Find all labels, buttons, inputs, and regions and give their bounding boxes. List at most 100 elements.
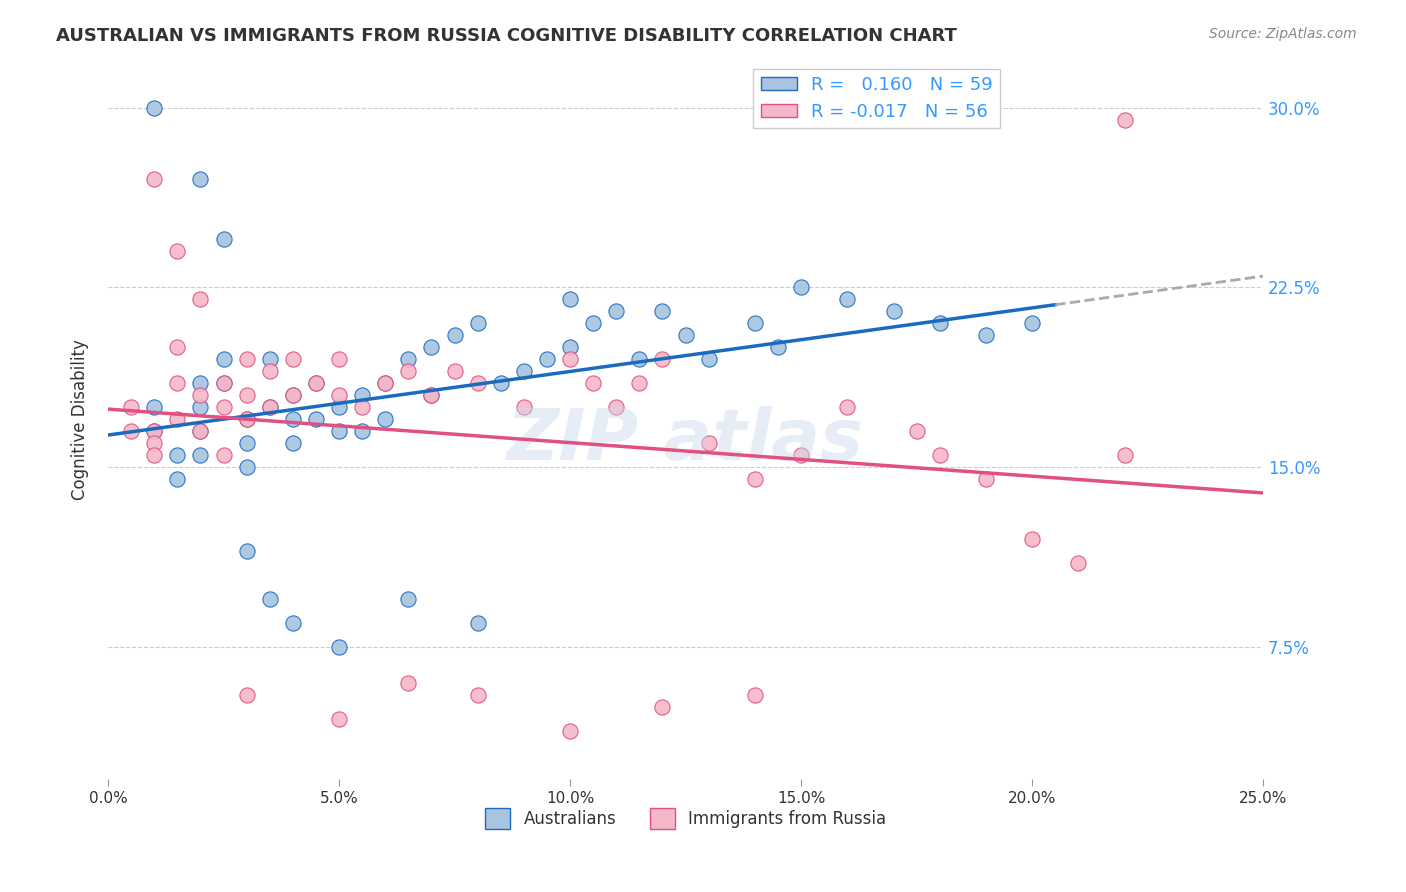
Text: Source: ZipAtlas.com: Source: ZipAtlas.com [1209,27,1357,41]
Point [1021,532,1043,546]
Point [235,688,257,702]
Point [443,328,465,343]
Point [558,723,581,738]
Point [396,364,419,378]
Point [143,436,166,450]
Point [190,376,212,391]
Point [651,352,673,367]
Point [467,316,489,330]
Point [697,436,720,450]
Point [190,424,212,438]
Point [190,388,212,402]
Point [190,172,212,186]
Point [605,401,627,415]
Point [443,364,465,378]
Point [928,448,950,462]
Point [212,232,235,246]
Point [1067,556,1090,570]
Point [281,436,304,450]
Point [513,401,536,415]
Point [328,401,350,415]
Point [281,388,304,402]
Point [305,376,328,391]
Point [328,388,350,402]
Point [328,712,350,726]
Text: ZIP atlas: ZIP atlas [508,407,865,475]
Point [212,376,235,391]
Point [489,376,512,391]
Point [837,293,859,307]
Y-axis label: Cognitive Disability: Cognitive Disability [72,339,89,500]
Point [558,352,581,367]
Point [212,401,235,415]
Point [974,328,997,343]
Point [212,352,235,367]
Point [166,376,188,391]
Point [190,448,212,462]
Point [628,352,651,367]
Point [259,401,281,415]
Point [513,364,536,378]
Point [143,424,166,438]
Point [605,304,627,318]
Text: AUSTRALIAN VS IMMIGRANTS FROM RUSSIA COGNITIVE DISABILITY CORRELATION CHART: AUSTRALIAN VS IMMIGRANTS FROM RUSSIA COG… [56,27,957,45]
Point [281,616,304,631]
Point [420,388,443,402]
Point [328,640,350,654]
Point [396,352,419,367]
Point [790,448,813,462]
Point [396,676,419,690]
Point [1114,112,1136,127]
Point [744,316,766,330]
Point [790,280,813,294]
Point [974,472,997,486]
Point [744,688,766,702]
Point [928,316,950,330]
Point [190,424,212,438]
Point [235,436,257,450]
Point [744,472,766,486]
Point [166,472,188,486]
Point [558,340,581,354]
Point [143,401,166,415]
Point [190,401,212,415]
Point [305,376,328,391]
Point [675,328,697,343]
Point [582,316,605,330]
Point [259,352,281,367]
Point [420,388,443,402]
Point [766,340,789,354]
Point [374,376,396,391]
Point [143,424,166,438]
Point [1021,316,1043,330]
Point [166,448,188,462]
Point [582,376,605,391]
Point [143,101,166,115]
Point [374,376,396,391]
Point [467,376,489,391]
Point [235,352,257,367]
Point [166,412,188,426]
Legend: Australians, Immigrants from Russia: Australians, Immigrants from Russia [478,802,893,835]
Point [235,412,257,426]
Point [281,388,304,402]
Point [628,376,651,391]
Point [651,700,673,714]
Point [374,412,396,426]
Point [235,388,257,402]
Point [281,412,304,426]
Point [328,352,350,367]
Point [212,448,235,462]
Point [697,352,720,367]
Point [143,172,166,186]
Point [235,412,257,426]
Point [352,424,374,438]
Point [837,401,859,415]
Point [352,401,374,415]
Point [396,592,419,607]
Point [190,293,212,307]
Point [883,304,905,318]
Point [212,376,235,391]
Point [352,388,374,402]
Point [420,340,443,354]
